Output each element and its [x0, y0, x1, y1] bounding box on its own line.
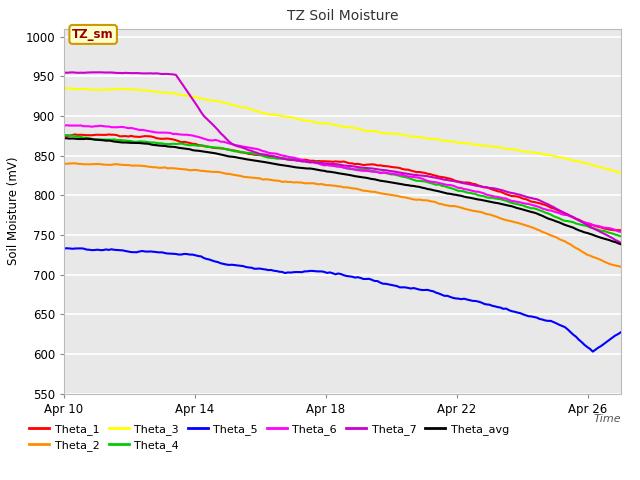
Text: Time: Time	[593, 414, 621, 424]
Legend: Theta_1, Theta_2, Theta_3, Theta_4, Theta_5, Theta_6, Theta_7, Theta_avg: Theta_1, Theta_2, Theta_3, Theta_4, Thet…	[25, 419, 513, 456]
Text: TZ_sm: TZ_sm	[72, 28, 114, 41]
Title: TZ Soil Moisture: TZ Soil Moisture	[287, 10, 398, 24]
Y-axis label: Soil Moisture (mV): Soil Moisture (mV)	[7, 157, 20, 265]
